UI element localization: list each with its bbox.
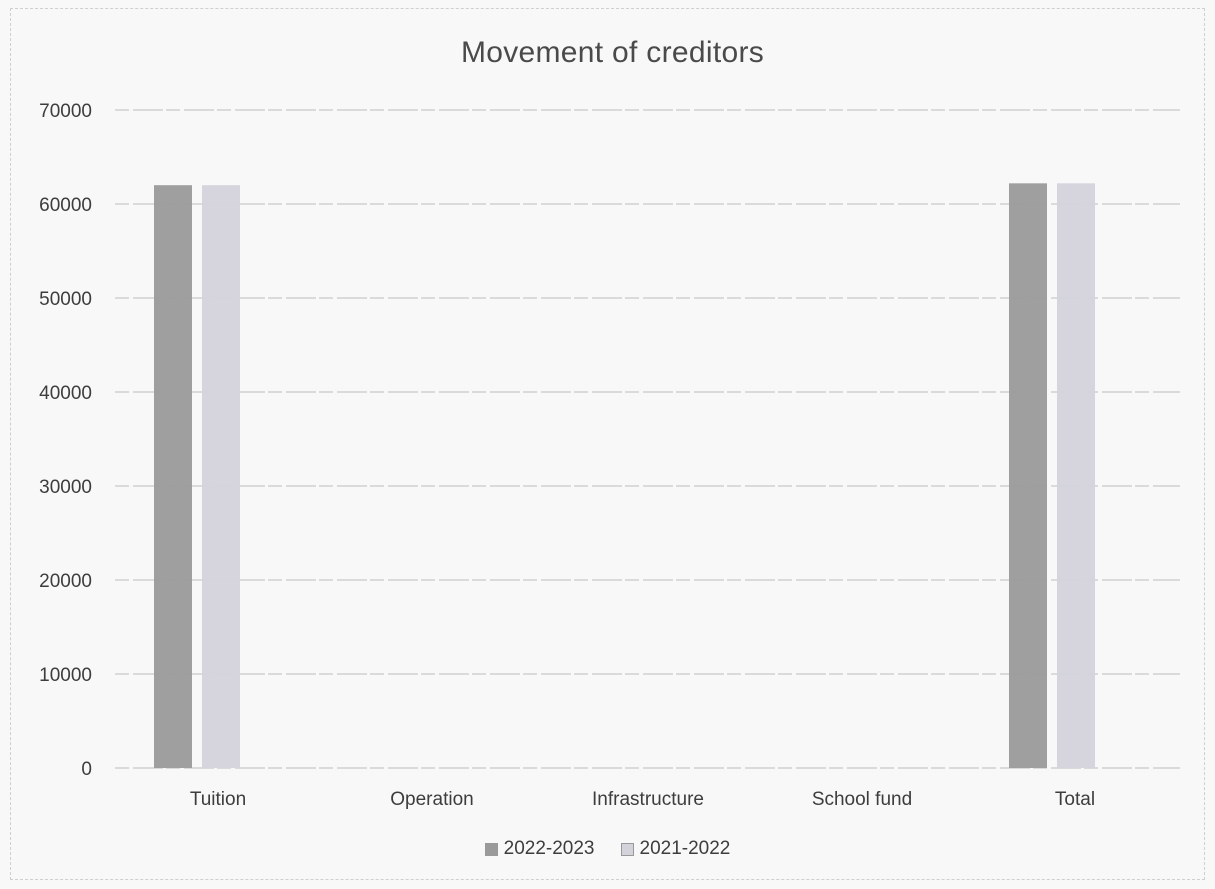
legend-swatch xyxy=(484,842,498,856)
y-tick-label: 50000 xyxy=(39,289,92,310)
legend-item-2021-2022: 2021-2022 xyxy=(620,838,731,860)
x-tick-label: Operation xyxy=(390,789,473,810)
x-tick-label: Infrastructure xyxy=(592,789,704,810)
x-axis-labels: Tuition Operation Infrastructure School fun… xyxy=(190,789,1095,810)
x-tick-label: Tuition xyxy=(190,789,246,810)
y-tick-label: 0 xyxy=(81,759,92,780)
bars xyxy=(154,183,1095,768)
y-tick-label: 60000 xyxy=(39,195,92,216)
bar-2022-2023-tuition xyxy=(154,185,192,768)
legend-item-2022-2023: 2022-2023 xyxy=(484,838,595,860)
y-tick-label: 10000 xyxy=(39,665,92,686)
y-tick-label: 20000 xyxy=(39,571,92,592)
y-tick-label: 30000 xyxy=(39,477,92,498)
chart-title: Movement of creditors xyxy=(460,36,765,69)
chart-frame xyxy=(10,8,1205,880)
bar-2021-2022-tuition xyxy=(202,185,240,768)
legend-swatch xyxy=(620,842,634,856)
legend: 2022-2023 2021-2022 xyxy=(0,838,1215,860)
legend-label: 2021-2022 xyxy=(639,838,731,859)
x-tick-label: School fund xyxy=(812,789,912,810)
x-tick-label: Total xyxy=(1055,789,1095,810)
y-axis-ticks: 0 10000 20000 30000 40000 50000 60000 70000 xyxy=(39,101,92,780)
y-tick-label: 70000 xyxy=(39,101,92,122)
bar-2021-2022-total xyxy=(1057,183,1095,768)
bar-2022-2023-total xyxy=(1009,183,1047,768)
y-tick-label: 40000 xyxy=(39,383,92,404)
gridlines xyxy=(115,109,1180,769)
legend-label: 2022-2023 xyxy=(503,838,595,859)
